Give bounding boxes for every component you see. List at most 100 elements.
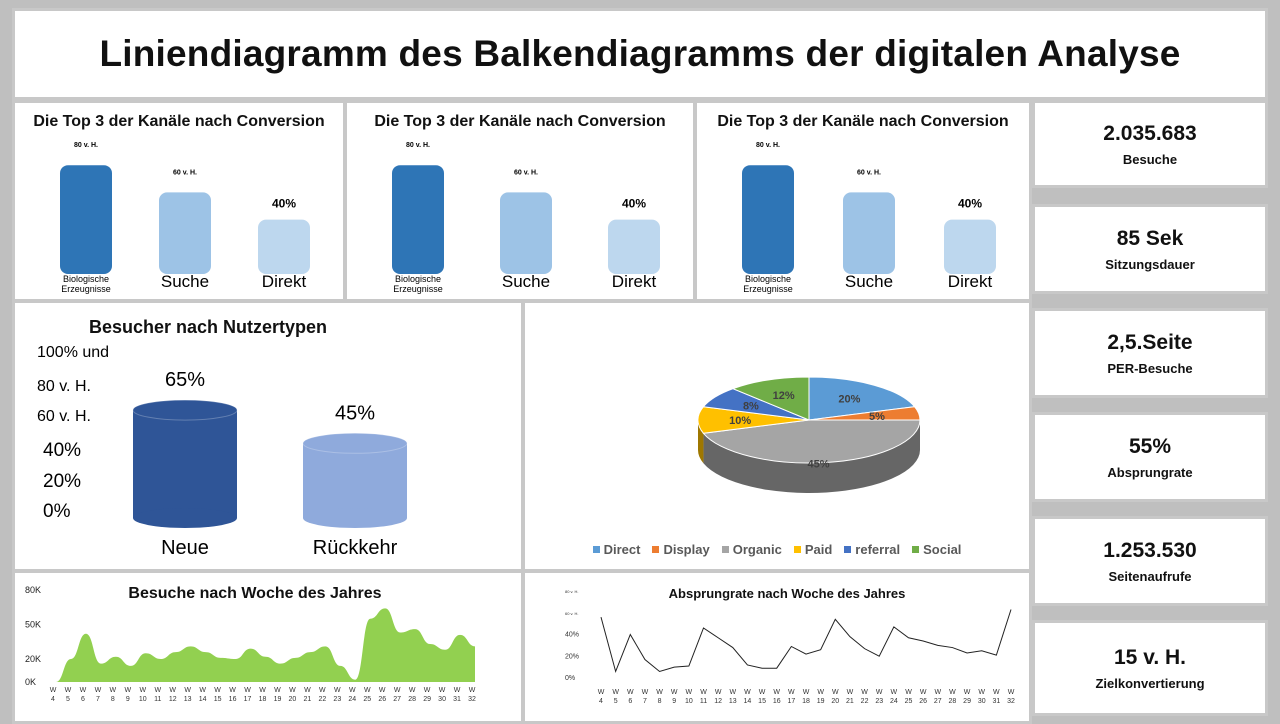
x-tick-label: 6 xyxy=(81,696,85,703)
x-tick-label: W xyxy=(364,687,371,694)
x-tick-label: W xyxy=(686,689,693,696)
line-series xyxy=(600,609,1012,674)
kpi-label: Absprungrate xyxy=(1107,464,1193,480)
y-tick-label: 20% xyxy=(43,471,81,492)
x-tick-label: 14 xyxy=(199,696,207,703)
bar-data-label: 65% xyxy=(165,369,205,391)
legend-swatch xyxy=(592,546,600,553)
bar-data-label: 60 v. H. xyxy=(173,169,197,176)
bar xyxy=(60,165,112,274)
x-tick-label: W xyxy=(454,687,461,694)
category-label: Biologische xyxy=(395,274,441,284)
cylinder-base xyxy=(303,508,407,528)
x-tick-label: 26 xyxy=(378,696,386,703)
y-tick-label: 60 v. H. xyxy=(565,611,579,616)
pie-data-label: 20% xyxy=(838,393,860,405)
kpi-label: Sitzungsdauer xyxy=(1105,256,1195,272)
x-tick-label: W xyxy=(729,689,736,696)
x-tick-label: 29 xyxy=(423,696,431,703)
y-tick-label: 20K xyxy=(25,654,41,664)
x-tick-label: W xyxy=(993,689,1000,696)
x-tick-label: 30 xyxy=(438,696,446,703)
cylinder-base xyxy=(133,508,237,528)
x-tick-label: W xyxy=(289,687,296,694)
x-tick-label: 9 xyxy=(126,696,130,703)
x-tick-label: W xyxy=(409,687,416,694)
x-tick-label: W xyxy=(934,689,941,696)
x-tick-label: W xyxy=(788,689,795,696)
x-tick-label: 31 xyxy=(453,696,461,703)
user-type-svg: 100% und 80 v. H. 60 v. H. 40% 20% 0% 65% Neue 4… xyxy=(37,344,408,559)
x-tick-label: 18 xyxy=(259,696,267,703)
pie-data-label: 12% xyxy=(773,390,795,402)
pie-slice xyxy=(808,376,916,421)
x-tick-label: 6 xyxy=(628,698,632,705)
legend-item-organic: Organic xyxy=(721,542,782,557)
x-tick-label: W xyxy=(1008,689,1015,696)
x-tick-label: W xyxy=(861,689,868,696)
chart-title: Absprungrate nach Woche des Jahres xyxy=(668,586,906,601)
category-label: Direkt xyxy=(948,272,993,291)
x-tick-label: 4 xyxy=(51,696,55,703)
pie-slice xyxy=(702,419,921,464)
x-tick-label: 5 xyxy=(66,696,70,703)
bar xyxy=(392,165,444,274)
x-tick-label: W xyxy=(439,687,446,694)
x-tick-label: W xyxy=(304,687,311,694)
bar xyxy=(608,219,660,274)
bar-data-label: 80 v. H. xyxy=(756,142,780,149)
x-tick-label: W xyxy=(80,687,87,694)
x-tick-label: 15 xyxy=(758,698,766,705)
x-tick-label: 29 xyxy=(963,698,971,705)
x-tick-label: W xyxy=(671,689,678,696)
x-tick-label: 19 xyxy=(817,698,825,705)
y-tick-label: 0K xyxy=(25,677,36,687)
kpi-label: Zielkonvertierung xyxy=(1095,675,1205,691)
x-tick-label: 22 xyxy=(861,698,869,705)
x-tick-label: 11 xyxy=(154,696,161,703)
x-tick-label: W xyxy=(978,689,985,696)
kpi-value: 2.035.683 xyxy=(1103,121,1197,145)
x-tick-label: W xyxy=(229,687,236,694)
weekly-visits-svg: 0K20K50K80KW4W5W6W7W8W9W10W11W12W13W14W1… xyxy=(25,585,476,703)
x-tick-label: W xyxy=(744,689,751,696)
channel-conversion-chart-2: Die Top 3 der Kanäle nach Conversion 80 … xyxy=(344,100,696,302)
x-tick-label: 28 xyxy=(408,696,416,703)
area-series xyxy=(56,608,475,682)
x-tick-label: 27 xyxy=(934,698,942,705)
x-tick-label: 22 xyxy=(318,696,326,703)
bar xyxy=(159,192,211,274)
legend-item-direct: Direct xyxy=(592,542,640,557)
x-tick-label: W xyxy=(259,687,266,694)
x-tick-label: W xyxy=(274,687,281,694)
x-tick-label: 31 xyxy=(992,698,1000,705)
weekly-bounce-svg: 0% 20% 40% 60 v. H. 80 v. H. W 4 W 5 W 6 W 7 W 8 W 9 W 10 W… xyxy=(565,589,1015,705)
kpi-value: 2,5.Seite xyxy=(1107,330,1193,354)
pie-slice-side xyxy=(698,420,704,464)
x-tick-label: 24 xyxy=(348,696,356,703)
chart-title: Besucher nach Nutzertypen xyxy=(88,317,328,337)
bar-data-label: 40% xyxy=(622,197,646,211)
kpi-card-bounce-rate: 55% Absprungrate xyxy=(1032,412,1268,502)
x-tick-label: 30 xyxy=(978,698,986,705)
legend-label: Paid xyxy=(804,542,833,557)
x-tick-label: 12 xyxy=(169,696,177,703)
x-tick-label: W xyxy=(612,689,619,696)
kpi-card-pages-per-visit: 2,5.Seite PER-Besuche xyxy=(1032,308,1268,398)
bar xyxy=(843,192,895,274)
pie-data-label: 8% xyxy=(743,401,759,413)
weekly-bounce-chart: Absprungrate nach Woche des Jahres 0% 20%… xyxy=(522,570,1032,724)
legend-item-social: Social xyxy=(912,542,961,557)
x-tick-label: W xyxy=(95,687,102,694)
category-label: Biologische xyxy=(745,274,791,284)
x-tick-label: 8 xyxy=(658,698,662,705)
x-tick-label: W xyxy=(949,689,956,696)
cylinder-top xyxy=(302,432,408,454)
legend-swatch xyxy=(844,546,852,553)
kpi-label: Besuche xyxy=(1122,151,1178,167)
x-tick-label: W xyxy=(817,689,824,696)
x-tick-label: 13 xyxy=(729,698,737,705)
